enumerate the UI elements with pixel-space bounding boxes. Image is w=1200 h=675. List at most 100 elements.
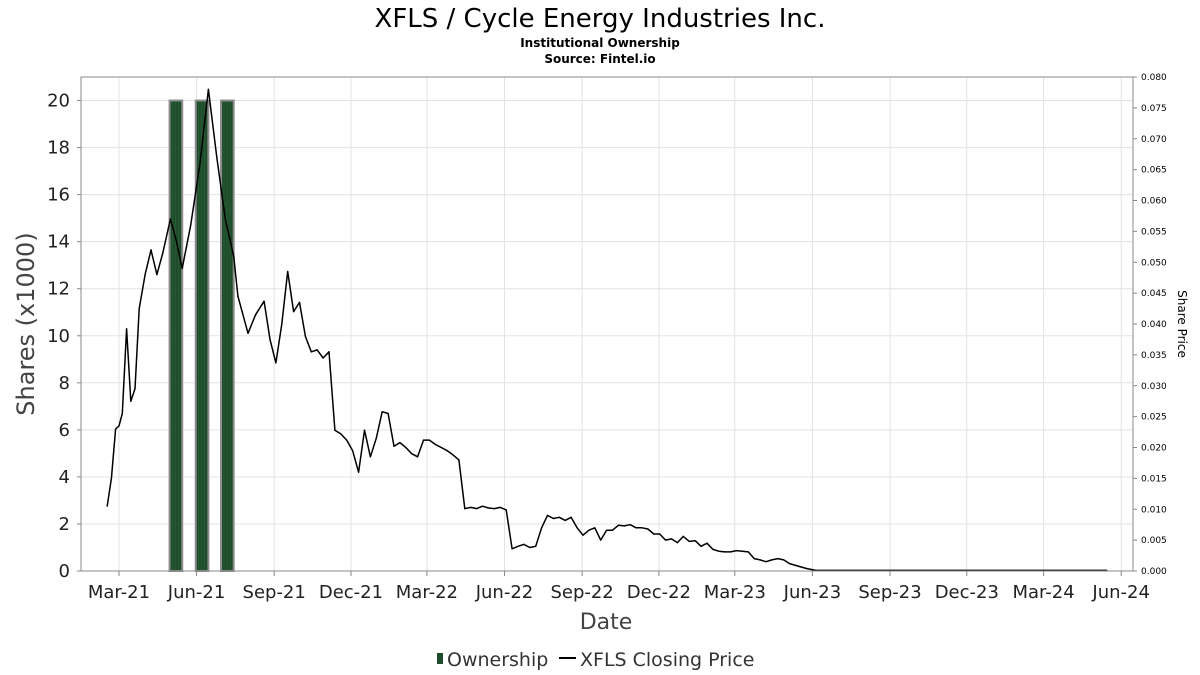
price-point [405, 446, 407, 449]
price-point [304, 335, 306, 337]
price-point [464, 508, 466, 510]
price-point [730, 551, 732, 553]
price-point [241, 311, 243, 313]
price-point [771, 559, 773, 561]
price-point [653, 533, 655, 535]
price-point [783, 559, 785, 561]
x-tick-label: Jun-24 [1091, 582, 1150, 603]
x-tick-label: Jun-22 [475, 582, 534, 603]
x-tick-label: Dec-21 [319, 582, 383, 603]
plot-frame [80, 76, 1134, 572]
price-point [411, 453, 413, 455]
price-point [156, 274, 158, 276]
price-point [150, 249, 152, 251]
price-point [582, 534, 584, 536]
price-point [623, 525, 625, 527]
x-tick-label: Dec-23 [935, 582, 999, 603]
x-tick-label: Sep-23 [858, 582, 921, 603]
price-point [535, 545, 537, 547]
grid [81, 77, 1133, 572]
price-point [576, 527, 578, 529]
price-point [434, 443, 436, 445]
price-point [735, 550, 738, 552]
price-point [298, 301, 301, 303]
legend-price-label: XFLS Closing Price [580, 649, 754, 671]
right-y-tick-label: 0.030 [1141, 382, 1167, 392]
ownership-bars [168, 99, 235, 573]
price-point [718, 550, 720, 552]
ownership-bar [220, 99, 235, 573]
price-point [169, 218, 171, 220]
price-line-layer [106, 88, 1108, 572]
price-point [797, 565, 799, 567]
price-point [523, 543, 525, 546]
price-point [275, 362, 277, 364]
price-point [741, 550, 744, 552]
price-point [765, 561, 767, 563]
x-tick-label: Sep-22 [550, 582, 613, 603]
right-y-tick-label: 0.075 [1141, 104, 1167, 114]
y-tick-label: 10 [47, 326, 70, 347]
chart-subtitle-line-2: Source: Fintel.io [544, 52, 655, 66]
right-y-tick-label: 0.060 [1141, 197, 1167, 207]
price-point [199, 162, 201, 164]
price-point [293, 311, 295, 313]
right-y-tick-label: 0.065 [1141, 166, 1167, 176]
right-y-tick-label: 0.010 [1141, 505, 1167, 515]
right-y-tick-label: 0.050 [1141, 258, 1167, 268]
price-point [724, 551, 726, 553]
price-point [505, 509, 507, 511]
price-point [511, 548, 513, 550]
price-point [334, 429, 336, 431]
price-point [647, 528, 649, 530]
price-point [399, 442, 401, 444]
price-point [600, 539, 602, 541]
price-point [340, 433, 342, 435]
price-point [287, 270, 289, 273]
ownership-bar [168, 99, 184, 573]
price-point [558, 516, 560, 518]
y-tick-label: 4 [59, 467, 70, 488]
price-point [352, 450, 354, 452]
price-point [458, 459, 460, 461]
price-point [310, 351, 312, 353]
price-point [126, 328, 128, 330]
right-y-tick-label: 0.070 [1141, 135, 1167, 145]
price-point [346, 439, 348, 441]
price-point [322, 357, 324, 359]
right-y-tick-label: 0.045 [1141, 289, 1167, 299]
right-y-tick-label: 0.000 [1141, 567, 1167, 577]
price-point [216, 156, 218, 158]
price-point [564, 519, 566, 522]
y-axis-label: Shares (x1000) [12, 232, 40, 415]
price-point [281, 323, 283, 325]
price-point [110, 477, 112, 479]
x-tick-label: Mar-21 [88, 582, 150, 603]
price-point [440, 446, 442, 449]
price-point [106, 505, 108, 507]
y-tick-label: 6 [59, 420, 70, 441]
right-y-tick-label: 0.035 [1141, 351, 1167, 361]
right-y-tick-label: 0.040 [1141, 320, 1167, 330]
price-point [552, 517, 555, 520]
y-tick-label: 16 [47, 185, 70, 206]
price-point [162, 252, 164, 254]
right-y-tick-label: 0.025 [1141, 413, 1167, 423]
x-tick-label: Mar-22 [396, 582, 458, 603]
price-point [588, 529, 590, 531]
price-point [493, 508, 495, 510]
price-point [422, 439, 425, 441]
price-point [712, 548, 714, 551]
price-point [594, 527, 596, 529]
y-tick-label: 12 [47, 279, 70, 300]
price-point [694, 540, 696, 542]
price-point [617, 524, 620, 526]
price-point [753, 558, 755, 560]
price-point [499, 506, 501, 508]
price-point [121, 412, 123, 415]
ownership-bar [194, 99, 210, 573]
price-point [529, 546, 531, 549]
x-axis: Mar-21 Jun-21 Sep-21 Dec-21 Mar-22 Jun-22 Sep-… [88, 571, 1150, 603]
price-point [118, 425, 120, 427]
price-point [670, 538, 673, 540]
